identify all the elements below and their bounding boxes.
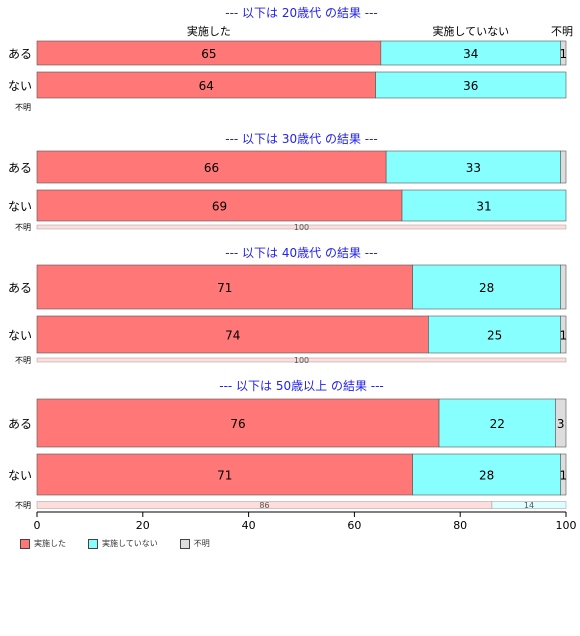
bar-segment-done <box>36 40 382 66</box>
bar-value-label: 36 <box>463 79 478 93</box>
minor-bar-segment-not-done <box>491 501 567 509</box>
legend-label-done: 実施した <box>34 539 66 548</box>
minor-bar-value-label: 100 <box>294 356 309 365</box>
bar-segment-unknown <box>555 398 567 448</box>
bar-segment-unknown <box>560 40 567 66</box>
row-label: ある <box>8 161 32 175</box>
panel-title: --- 以下は 30歳代 の結果 --- <box>225 132 378 146</box>
x-tick-label: 20 <box>136 519 150 532</box>
bar-segment-unknown <box>560 264 567 310</box>
bar-segment-done <box>36 189 403 222</box>
bar-value-label: 65 <box>201 47 216 61</box>
bar-value-label: 28 <box>479 281 494 295</box>
bar-segment-done <box>36 453 413 496</box>
series-header-done: 実施した <box>187 24 231 38</box>
bar-segment-not-done <box>380 40 562 66</box>
bar-segment-not-done <box>438 398 556 448</box>
x-tick-label: 0 <box>34 519 41 532</box>
legend-item-done: 実施した <box>20 538 66 549</box>
legend-item-not-done: 実施していない <box>88 538 158 549</box>
row-label: ある <box>8 47 32 61</box>
bar-segment-unknown <box>560 315 567 354</box>
series-header-unknown: 不明 <box>551 25 573 38</box>
row-label: ない <box>8 79 32 93</box>
bar-value-label: 1 <box>560 47 568 61</box>
bar-segment-not-done <box>385 150 562 184</box>
panel-title: --- 以下は 40歳代 の結果 --- <box>225 246 378 260</box>
x-tick-label: 80 <box>453 519 467 532</box>
minor-row-label: 不明 <box>15 501 31 510</box>
legend-swatch-not-done <box>88 538 98 549</box>
bar-value-label: 22 <box>490 417 505 431</box>
bar-segment-not-done <box>428 315 562 354</box>
bar-value-label: 74 <box>225 329 240 343</box>
bar-value-label: 3 <box>557 417 565 431</box>
bar-segment-not-done <box>401 189 567 222</box>
bar-segment-unknown <box>560 150 567 184</box>
minor-row-label: 不明 <box>15 356 31 365</box>
bar-value-label: 69 <box>212 200 227 214</box>
legend-swatch-unknown <box>179 538 190 549</box>
bar-value-label: 33 <box>466 161 481 175</box>
minor-row-label: 不明 <box>15 103 31 112</box>
row-label: ある <box>8 281 32 295</box>
bar-segment-done <box>36 150 387 184</box>
bar-value-label: 1 <box>560 469 568 483</box>
legend-label-unknown: 不明 <box>193 539 210 548</box>
bar-value-label: 34 <box>463 47 478 61</box>
bar-segment-not-done <box>412 264 562 310</box>
minor-bar-segment-done <box>36 224 567 230</box>
bar-segment-not-done <box>412 453 562 496</box>
bar-segment-not-done <box>375 71 567 99</box>
row-label: ない <box>8 200 32 214</box>
x-tick-label: 60 <box>347 519 361 532</box>
bar-segment-done <box>36 264 413 310</box>
row-label: ない <box>8 329 32 343</box>
bar-value-label: 25 <box>487 329 502 343</box>
bar-segment-unknown <box>560 453 567 496</box>
bar-segment-done <box>36 398 440 448</box>
x-tick-label: 40 <box>242 519 256 532</box>
bar-value-label: 31 <box>476 200 491 214</box>
bar-value-label: 71 <box>217 469 232 483</box>
minor-bar-segment-done <box>36 357 567 363</box>
minor-bar-value-label: 14 <box>524 501 534 510</box>
row-label: ある <box>8 417 32 431</box>
minor-bar-value-label: 86 <box>259 501 269 510</box>
bar-segment-done <box>36 315 429 354</box>
minor-row-label: 不明 <box>15 223 31 232</box>
x-tick-label: 100 <box>556 519 577 532</box>
bar-value-label: 64 <box>199 79 214 93</box>
legend-swatch-done <box>20 538 30 549</box>
chart-legend: 実施した 実施していない 不明 <box>20 538 210 549</box>
bar-value-label: 66 <box>204 161 219 175</box>
panel-title: --- 以下は 20歳代 の結果 --- <box>225 6 378 20</box>
minor-bar-value-label: 100 <box>294 223 309 232</box>
bar-value-label: 1 <box>560 329 568 343</box>
panel-title: --- 以下は 50歳以上 の結果 --- <box>219 379 384 393</box>
legend-item-unknown: 不明 <box>179 538 210 549</box>
series-header-not-done: 実施していない <box>432 24 509 38</box>
bar-value-label: 76 <box>230 417 245 431</box>
legend-label-not-done: 実施していない <box>102 539 158 548</box>
row-label: ない <box>8 469 32 483</box>
bar-segment-done <box>36 71 376 99</box>
bar-value-label: 71 <box>217 281 232 295</box>
bar-value-label: 28 <box>479 469 494 483</box>
